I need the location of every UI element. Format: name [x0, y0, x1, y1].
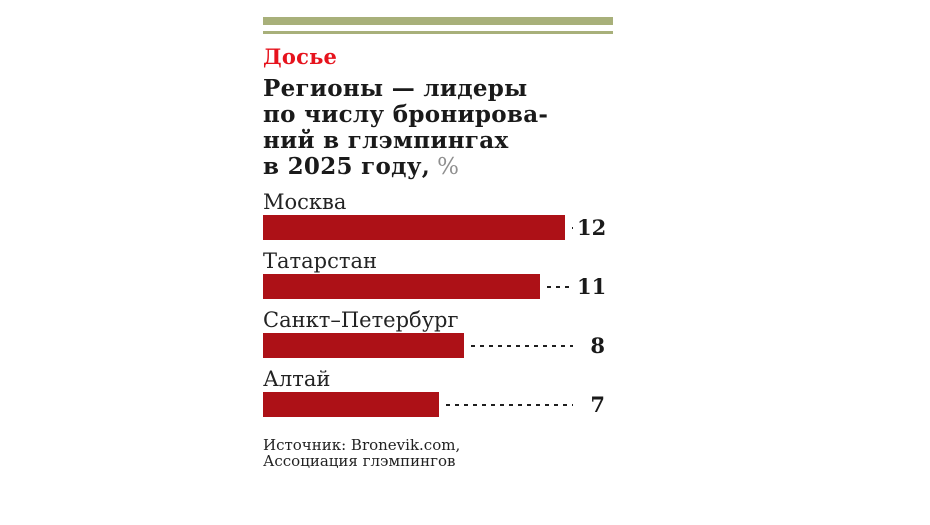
bar-track: 8 [263, 333, 613, 358]
top-rule-thick [263, 17, 613, 25]
bar-category-label: Алтай [263, 367, 331, 391]
bar-value-label: 8 [590, 333, 605, 358]
bar [263, 274, 540, 299]
bar-row: Москва 12 [263, 189, 613, 240]
bar-value-label: 11 [577, 274, 607, 299]
bar [263, 333, 464, 358]
dotted-leader [446, 403, 573, 406]
dotted-leader [471, 344, 573, 347]
bar-row: Татарстан 11 [263, 248, 613, 299]
source-line-1: Источник: Bronevik.com, [263, 436, 461, 454]
title-line-4: в 2025 году,% [263, 153, 613, 181]
title-line-4-text: в 2025 году, [263, 153, 431, 180]
bar-category-label: Санкт–Петербург [263, 308, 459, 332]
bar [263, 392, 439, 417]
bar-track: 7 [263, 392, 613, 417]
bar-category-label: Татарстан [263, 249, 378, 273]
chart-title: Регионы — лидеры по числу бронирова- ний… [263, 75, 613, 181]
top-rule-thin [263, 31, 613, 34]
dotted-leader [547, 285, 573, 288]
title-line-3: ний в глэмпингах [263, 127, 509, 154]
dotted-leader [572, 226, 573, 229]
title-line-2: по числу бронирова- [263, 101, 549, 128]
kicker-label: Досье [263, 44, 338, 69]
unit-label: % [437, 154, 459, 180]
bar-track: 12 [263, 215, 613, 240]
bar-row: Санкт–Петербург 8 [263, 307, 613, 358]
bar [263, 215, 565, 240]
bar-value-label: 12 [577, 215, 607, 240]
bar-row: Алтай 7 [263, 366, 613, 417]
bar-chart: Москва 12 Татарстан 11 Санкт–Петербург 8 Алтай… [263, 189, 613, 417]
bar-track: 11 [263, 274, 613, 299]
bar-category-label: Москва [263, 190, 347, 214]
source-note: Источник: Bronevik.com, Ассоциация глэмп… [263, 437, 613, 469]
bar-value-label: 7 [590, 392, 605, 417]
title-line-1: Регионы — лидеры [263, 75, 528, 102]
infographic: Досье Регионы — лидеры по числу брониров… [263, 17, 613, 469]
source-line-2: Ассоциация глэмпингов [263, 452, 456, 470]
